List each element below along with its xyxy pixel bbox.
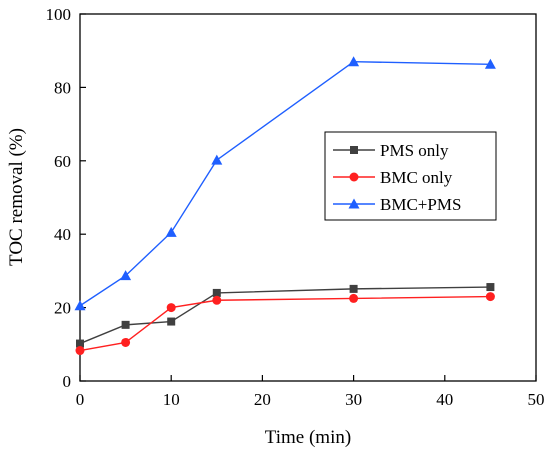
data-point	[484, 58, 496, 69]
legend-item: PMS only	[333, 141, 449, 160]
data-point	[165, 226, 177, 237]
y-tick-label: 0	[63, 372, 72, 391]
y-tick-label: 20	[54, 299, 71, 318]
legend-marker	[350, 146, 358, 154]
series-bmc-only	[75, 292, 495, 356]
x-tick-label: 30	[345, 390, 362, 409]
y-tick-label: 80	[54, 78, 71, 97]
legend-marker	[349, 172, 359, 182]
series-line	[79, 286, 491, 345]
y-tick-label: 60	[54, 152, 71, 171]
series-line	[79, 61, 491, 307]
series-line	[79, 295, 491, 352]
data-point	[120, 270, 132, 281]
data-point	[76, 339, 84, 348]
legend-item: BMC+PMS	[333, 195, 461, 214]
x-tick-label: 20	[254, 390, 271, 409]
data-point	[348, 56, 360, 67]
legend-marker	[348, 198, 360, 209]
data-point	[121, 337, 131, 347]
series-layer	[74, 56, 496, 356]
y-tick-label: 100	[46, 5, 72, 24]
x-axis-label: Time (min)	[265, 427, 351, 448]
data-point	[349, 293, 359, 303]
data-point	[75, 346, 85, 356]
data-point	[485, 292, 495, 302]
series-pms-only	[76, 283, 495, 348]
legend-label: BMC only	[380, 168, 453, 187]
x-tick-label: 10	[163, 390, 180, 409]
legend-item: BMC only	[333, 168, 453, 187]
data-point	[212, 288, 221, 297]
data-point	[211, 154, 223, 165]
legend-label: BMC+PMS	[380, 195, 461, 214]
x-tick-label: 40	[436, 390, 453, 409]
data-point	[486, 283, 495, 292]
legend: PMS only BMC only BMC+PMS	[324, 131, 497, 221]
data-point	[74, 300, 86, 311]
data-point	[167, 317, 176, 326]
y-tick-label: 40	[54, 225, 71, 244]
x-tick-label: 0	[76, 390, 85, 409]
series-bmc-pms	[74, 56, 496, 311]
plot-frame	[79, 13, 537, 382]
legend-label: PMS only	[380, 141, 449, 160]
data-point	[212, 295, 222, 305]
y-axis-label: TOC removal (%)	[6, 128, 27, 266]
data-point	[166, 303, 176, 313]
data-point	[121, 320, 130, 329]
x-tick-label: 50	[528, 390, 545, 409]
axis-ticks: 0 10 20 30 40 50 0 20 40 60 80 100	[46, 5, 545, 409]
data-point	[349, 284, 358, 293]
